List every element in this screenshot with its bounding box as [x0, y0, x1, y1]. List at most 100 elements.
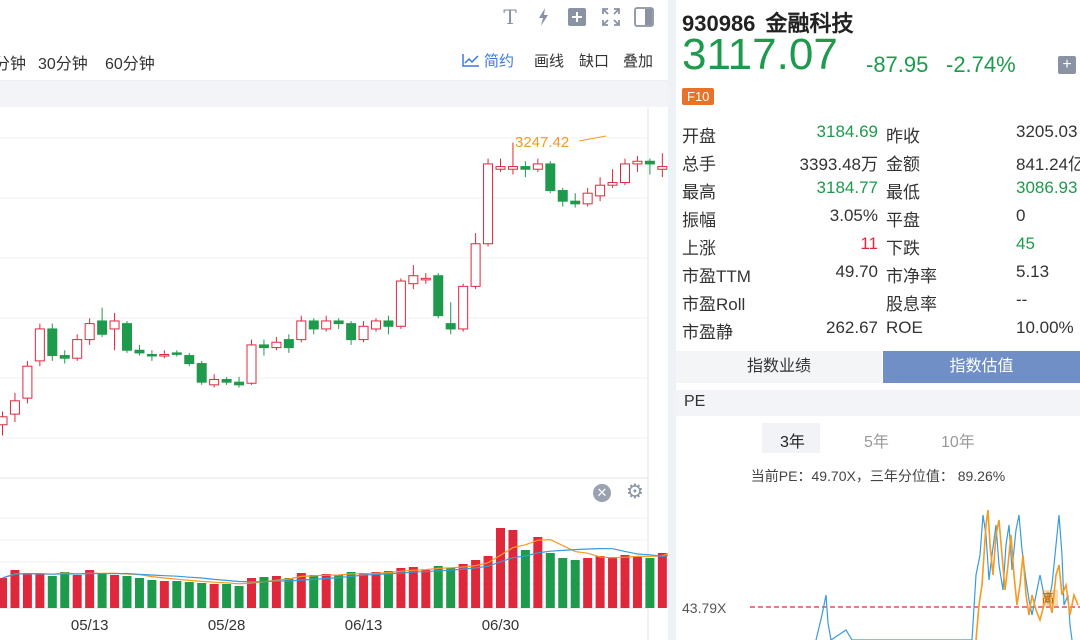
volume-bar — [483, 556, 493, 608]
candle-up — [271, 341, 282, 349]
quote-row: 开盘 3184.69 昨收 3205.03 — [676, 118, 1080, 146]
fullscreen-icon[interactable] — [600, 6, 622, 28]
candle-down — [570, 200, 581, 205]
last-price: 3117.07 — [682, 30, 838, 79]
volume-bar — [471, 560, 481, 608]
candle-down — [333, 320, 344, 325]
panel-toggle-icon[interactable] — [633, 6, 655, 28]
add-watchlist-button[interactable]: + — [1058, 56, 1076, 74]
volume-bar — [271, 576, 281, 608]
quote-row: 总手 3393.48万 金额 841.24亿 — [676, 146, 1080, 174]
candle-down — [184, 355, 195, 365]
candle-down — [545, 163, 556, 192]
quote-value: 3205.03 — [1016, 122, 1078, 141]
candle-down — [433, 275, 444, 317]
lightning-icon[interactable] — [533, 6, 555, 28]
quote-value: 3.05% — [829, 206, 878, 225]
volume-bar — [595, 556, 605, 608]
plus-square-icon[interactable] — [566, 6, 588, 28]
quote-value: 262.67 — [826, 318, 878, 337]
volume-bar — [496, 528, 505, 608]
volume-bar — [371, 572, 381, 608]
volume-bar — [570, 560, 580, 608]
quote-label: 市盈Roll — [682, 295, 746, 314]
candle-up — [358, 325, 369, 341]
quote-label: 下跌 — [886, 239, 920, 258]
candle-up — [595, 184, 606, 197]
volume-bar — [35, 574, 45, 608]
candle-up — [495, 166, 506, 170]
period-30min[interactable]: 30分钟 — [38, 56, 88, 73]
candle-up — [22, 365, 33, 399]
x-axis-label: 05/28 — [208, 617, 246, 634]
volume-bar — [234, 586, 244, 608]
tab-index-performance[interactable]: 指数业绩 — [676, 351, 882, 383]
candle-down — [146, 353, 157, 357]
quote-value: 0 — [1016, 206, 1026, 225]
text-tool-icon[interactable]: T — [503, 5, 517, 29]
period-60min[interactable]: 60分钟 — [105, 56, 155, 73]
volume-bar — [583, 558, 593, 608]
quote-row: 上涨 11 下跌 45 — [676, 230, 1080, 258]
quote-value: 3393.48万 — [799, 155, 878, 174]
candle-down — [644, 160, 655, 165]
volume-bar — [197, 583, 207, 608]
range-5y[interactable]: 5年 — [864, 434, 889, 451]
pe-marker-label: 高 — [1042, 590, 1054, 605]
panel-divider[interactable] — [668, 0, 676, 640]
draw-line-button[interactable]: 画线 — [534, 53, 565, 70]
kline-panel: T 分钟 30分钟 60分钟 简约 画线 缺口 叠加 05/13 05/28 06/… — [0, 0, 668, 640]
candle-up — [420, 277, 431, 281]
price-change-pct: -2.74% — [946, 52, 1016, 77]
pe-line-orange — [975, 509, 1079, 640]
volume-bar — [147, 580, 157, 608]
quote-label: 平盘 — [886, 211, 920, 230]
quote-value: 3184.77 — [816, 178, 878, 197]
x-axis-label: 06/30 — [482, 617, 520, 634]
chart-toolbar: T — [0, 0, 668, 36]
index-title: 930986 金融科技 — [682, 6, 854, 38]
tab-index-valuation[interactable]: 指数估值 — [883, 351, 1080, 383]
candle-up — [408, 275, 419, 285]
candle-up — [395, 280, 406, 327]
close-indicator-icon[interactable]: ✕ — [593, 484, 611, 502]
volume-bar — [159, 581, 169, 608]
indicator-settings-icon[interactable]: ⚙ — [626, 481, 644, 503]
volume-bar — [134, 578, 144, 608]
pe-reference-label: 43.79X — [682, 600, 727, 616]
gap-button[interactable]: 缺口 — [579, 53, 610, 70]
candle-up — [607, 182, 618, 186]
candle-up — [84, 323, 95, 341]
simple-mode-toggle[interactable]: 简约 — [462, 50, 514, 71]
range-10y[interactable]: 10年 — [941, 434, 975, 451]
volume-bar — [458, 564, 468, 608]
candle-down — [308, 320, 319, 330]
candle-down — [383, 320, 394, 327]
candle-up — [620, 163, 630, 184]
volume-ma10-line — [2, 547, 668, 583]
overlay-button[interactable]: 叠加 — [623, 53, 654, 70]
quote-panel: 930986 金融科技 3117.07 -87.95 -2.74% + F10 … — [676, 0, 1080, 640]
volume-bar — [645, 558, 655, 608]
volume-bar — [408, 567, 418, 608]
pe-summary: 当前PE：49.70X，三年分位值： 89.26% — [750, 468, 1006, 484]
volume-bar — [657, 553, 667, 608]
candle-down — [283, 339, 294, 349]
volume-bar — [110, 575, 120, 608]
candle-up — [296, 320, 307, 341]
candle-down — [134, 349, 145, 354]
candle-up — [9, 400, 20, 415]
f10-badge[interactable]: F10 — [682, 88, 715, 105]
quote-row: 市盈Roll 股息率 -- — [676, 286, 1080, 314]
volume-bar — [97, 574, 107, 608]
volume-bar — [359, 573, 369, 608]
period-minute[interactable]: 分钟 — [0, 56, 27, 73]
candle-down — [557, 190, 568, 202]
candle-up — [159, 353, 170, 357]
candle-up — [507, 166, 518, 170]
candle-down — [520, 166, 531, 170]
candle-up — [246, 344, 257, 384]
quote-label: 金额 — [886, 155, 920, 174]
price-change: -87.95 — [866, 52, 929, 77]
range-3y[interactable]: 3年 — [780, 434, 805, 451]
